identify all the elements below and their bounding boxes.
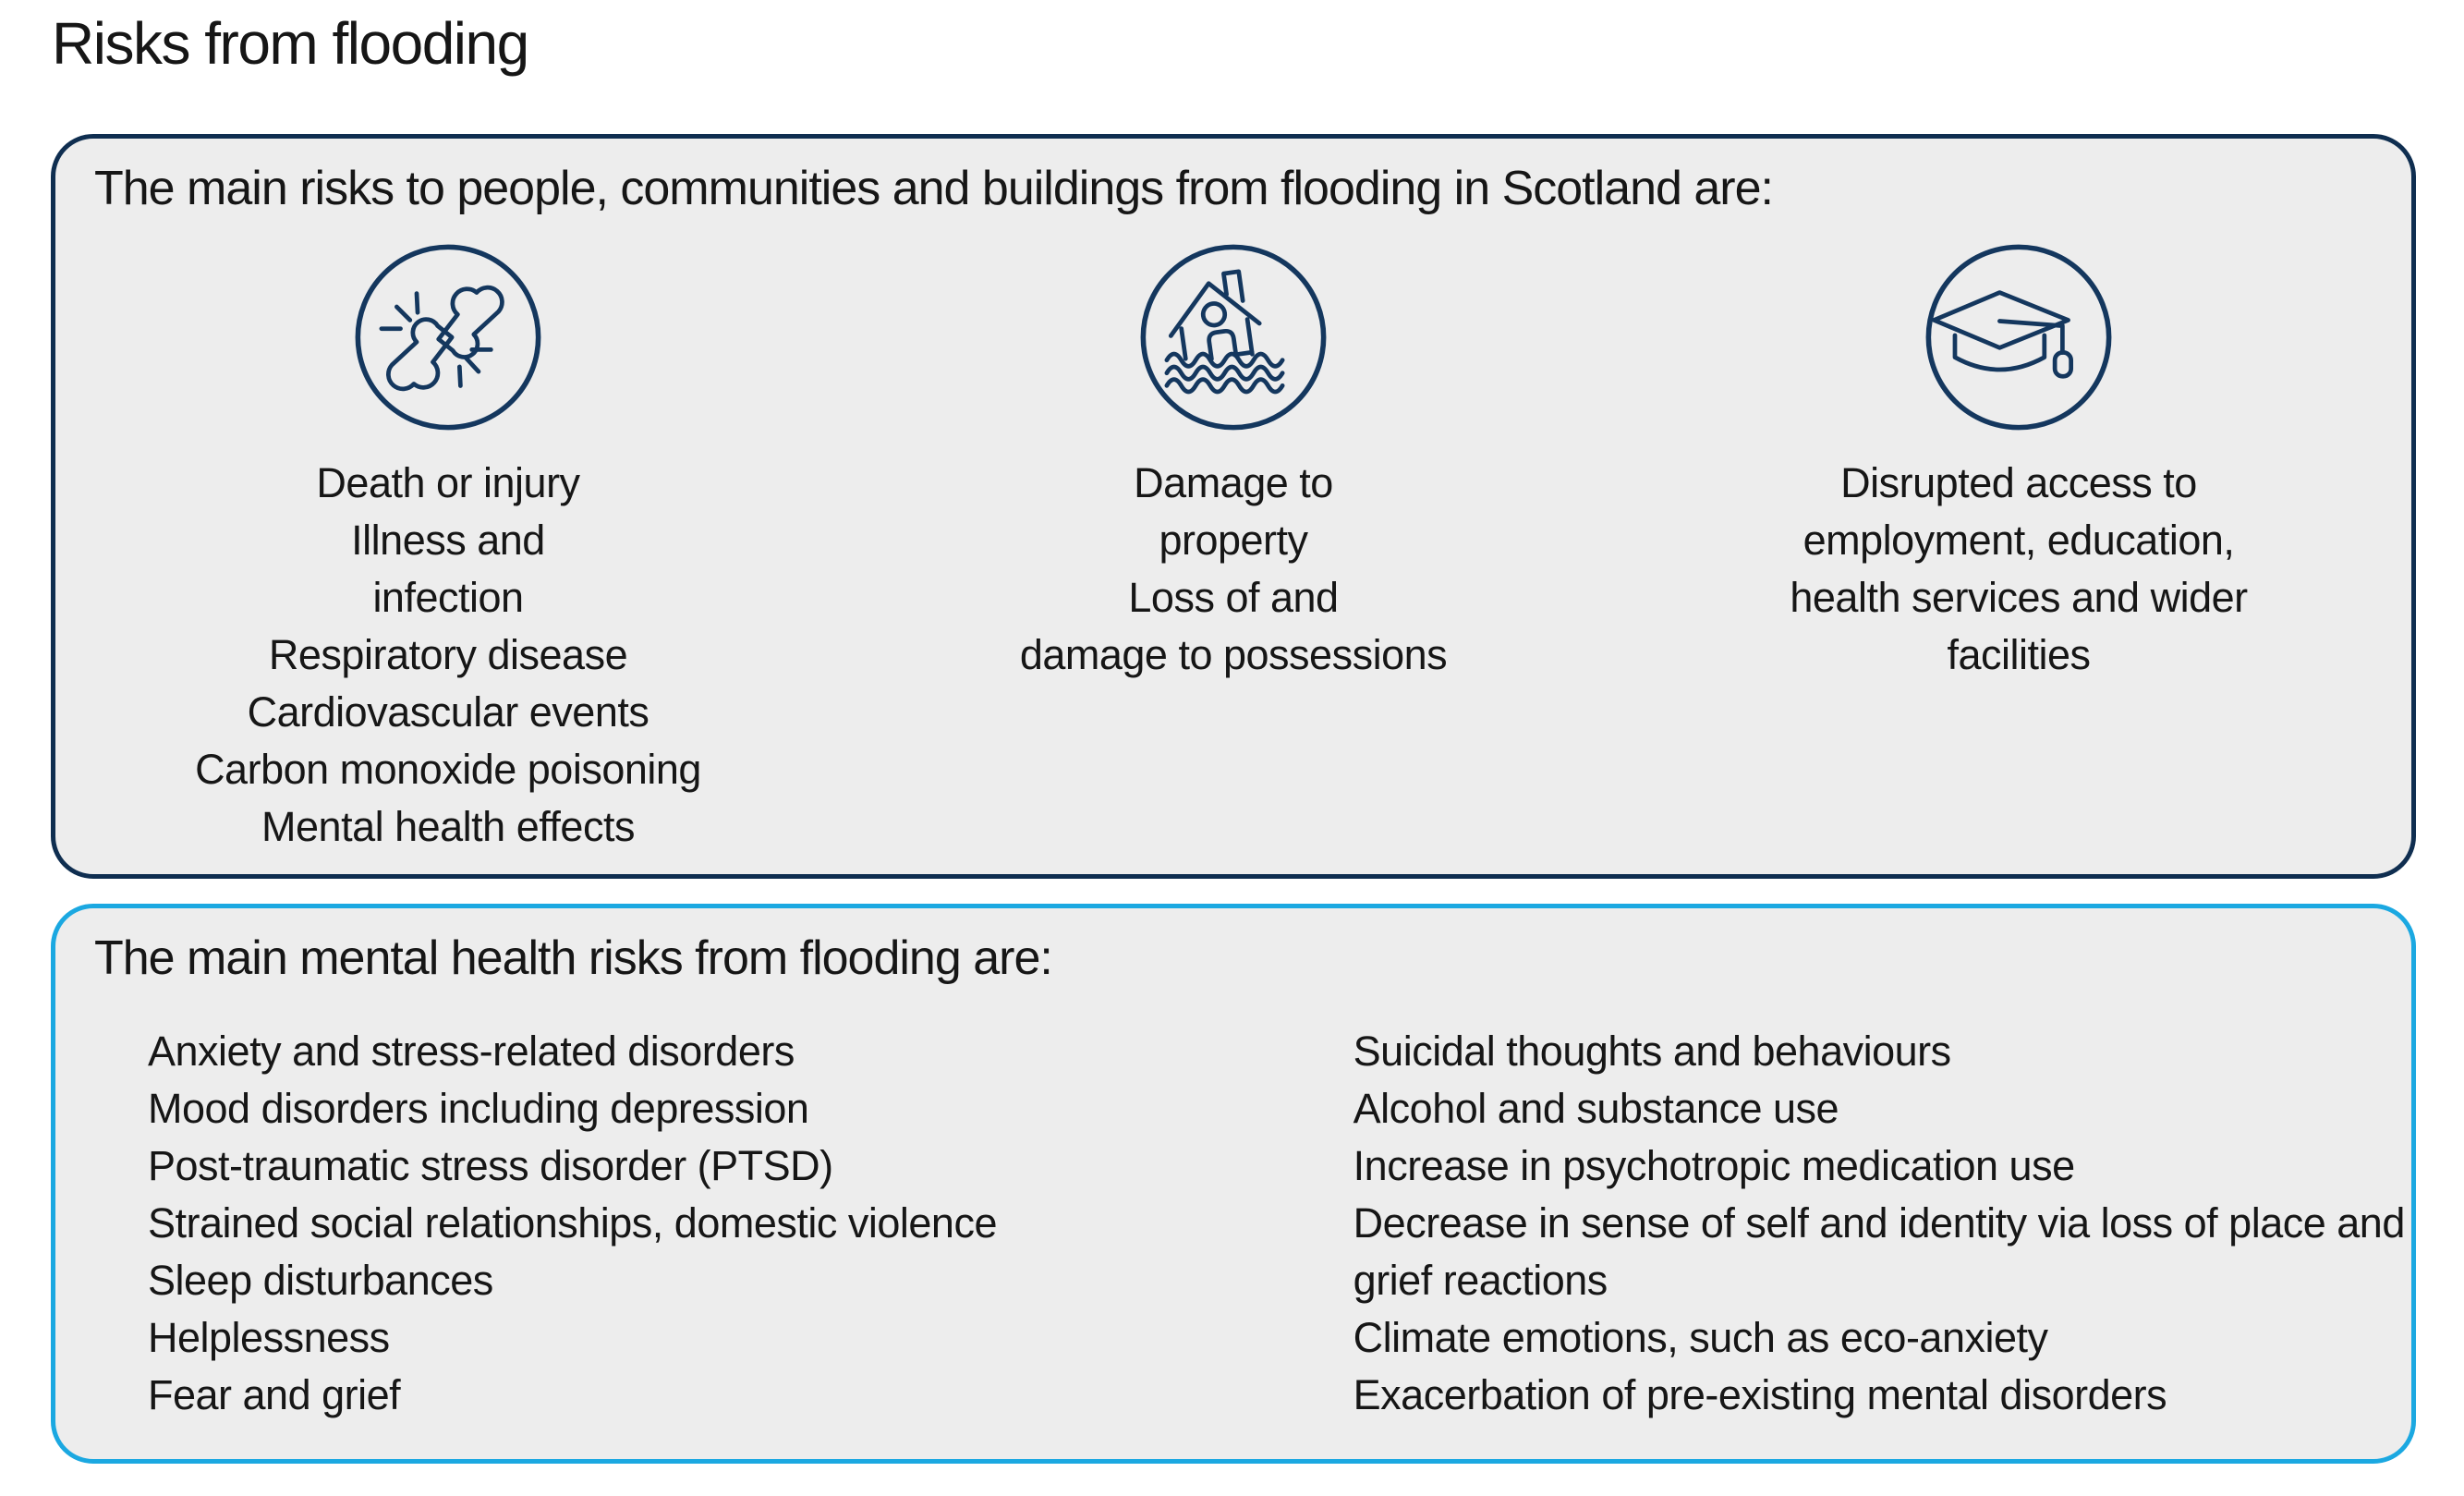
risk-caption-line: property [1159,517,1308,564]
risk-caption-property: Damage to property Loss of and damage to po… [1019,455,1448,684]
risk-caption-line: Illness and [351,517,545,564]
mental-health-item: Strained social relationships, domestic … [148,1199,997,1247]
risk-caption-health: Death or injury Illness and infection Respi… [195,455,701,856]
mental-health-item: Increase in psychotropic medication use [1353,1142,2075,1189]
risk-caption-line: Mental health effects [261,803,635,850]
injury-bones-icon [353,242,543,432]
graduation-cap-icon [1924,242,2114,432]
page-title: Risks from flooding [52,10,529,77]
risk-caption-line: health services and wider [1790,574,2248,621]
risk-columns: Death or injury Illness and infection Respi… [55,242,2411,856]
mental-health-list-right: Suicidal thoughts and behaviours Alcohol … [1353,1023,2411,1424]
risk-caption-line: infection [372,574,524,621]
mental-health-item: Alcohol and substance use [1353,1085,1839,1132]
risk-caption-line: Damage to [1134,459,1333,506]
risk-caption-line: damage to possessions [1019,631,1448,678]
risk-caption-access: Disrupted access to employment, education… [1790,455,2248,684]
mental-health-item: Exacerbation of pre-existing mental diso… [1353,1371,2167,1418]
mental-health-item: Decrease in sense of self and identity v… [1353,1199,2406,1304]
mental-health-item: Anxiety and stress-related disorders [148,1028,795,1075]
risk-column-property: Damage to property Loss of and damage to po… [841,242,1626,856]
flooded-house-icon [1138,242,1329,432]
mental-health-item: Helplessness [148,1314,390,1361]
mental-health-item: Climate emotions, such as eco-anxiety [1353,1314,2048,1361]
risk-caption-line: Death or injury [316,459,580,506]
risk-caption-line: employment, education, [1802,517,2235,564]
risk-caption-line: Carbon monoxide poisoning [195,746,701,793]
flood-risks-header: The main risks to people, communities an… [94,162,1774,215]
mental-health-item: Post-traumatic stress disorder (PTSD) [148,1142,833,1189]
risk-caption-line: Loss of and [1128,574,1339,621]
risk-caption-line: Respiratory disease [268,631,628,678]
mental-health-item: Fear and grief [148,1371,401,1418]
risk-caption-line: facilities [1947,631,2091,678]
risk-column-access: Disrupted access to employment, education… [1626,242,2411,856]
mental-health-item: Suicidal thoughts and behaviours [1353,1028,1951,1075]
risk-caption-line: Disrupted access to [1840,459,2197,506]
risk-column-health: Death or injury Illness and infection Respi… [55,242,841,856]
mental-health-lists: Anxiety and stress-related disorders Mood… [148,1023,2411,1424]
mental-health-item: Mood disorders including depression [148,1085,809,1132]
mental-health-header: The main mental health risks from floodi… [94,931,1053,985]
panel-flood-risks: The main risks to people, communities an… [51,134,2416,879]
panel-mental-health-risks: The main mental health risks from floodi… [51,904,2416,1464]
mental-health-item: Sleep disturbances [148,1257,493,1304]
risk-caption-line: Cardiovascular events [247,688,649,736]
mental-health-list-left: Anxiety and stress-related disorders Mood… [148,1023,1353,1424]
